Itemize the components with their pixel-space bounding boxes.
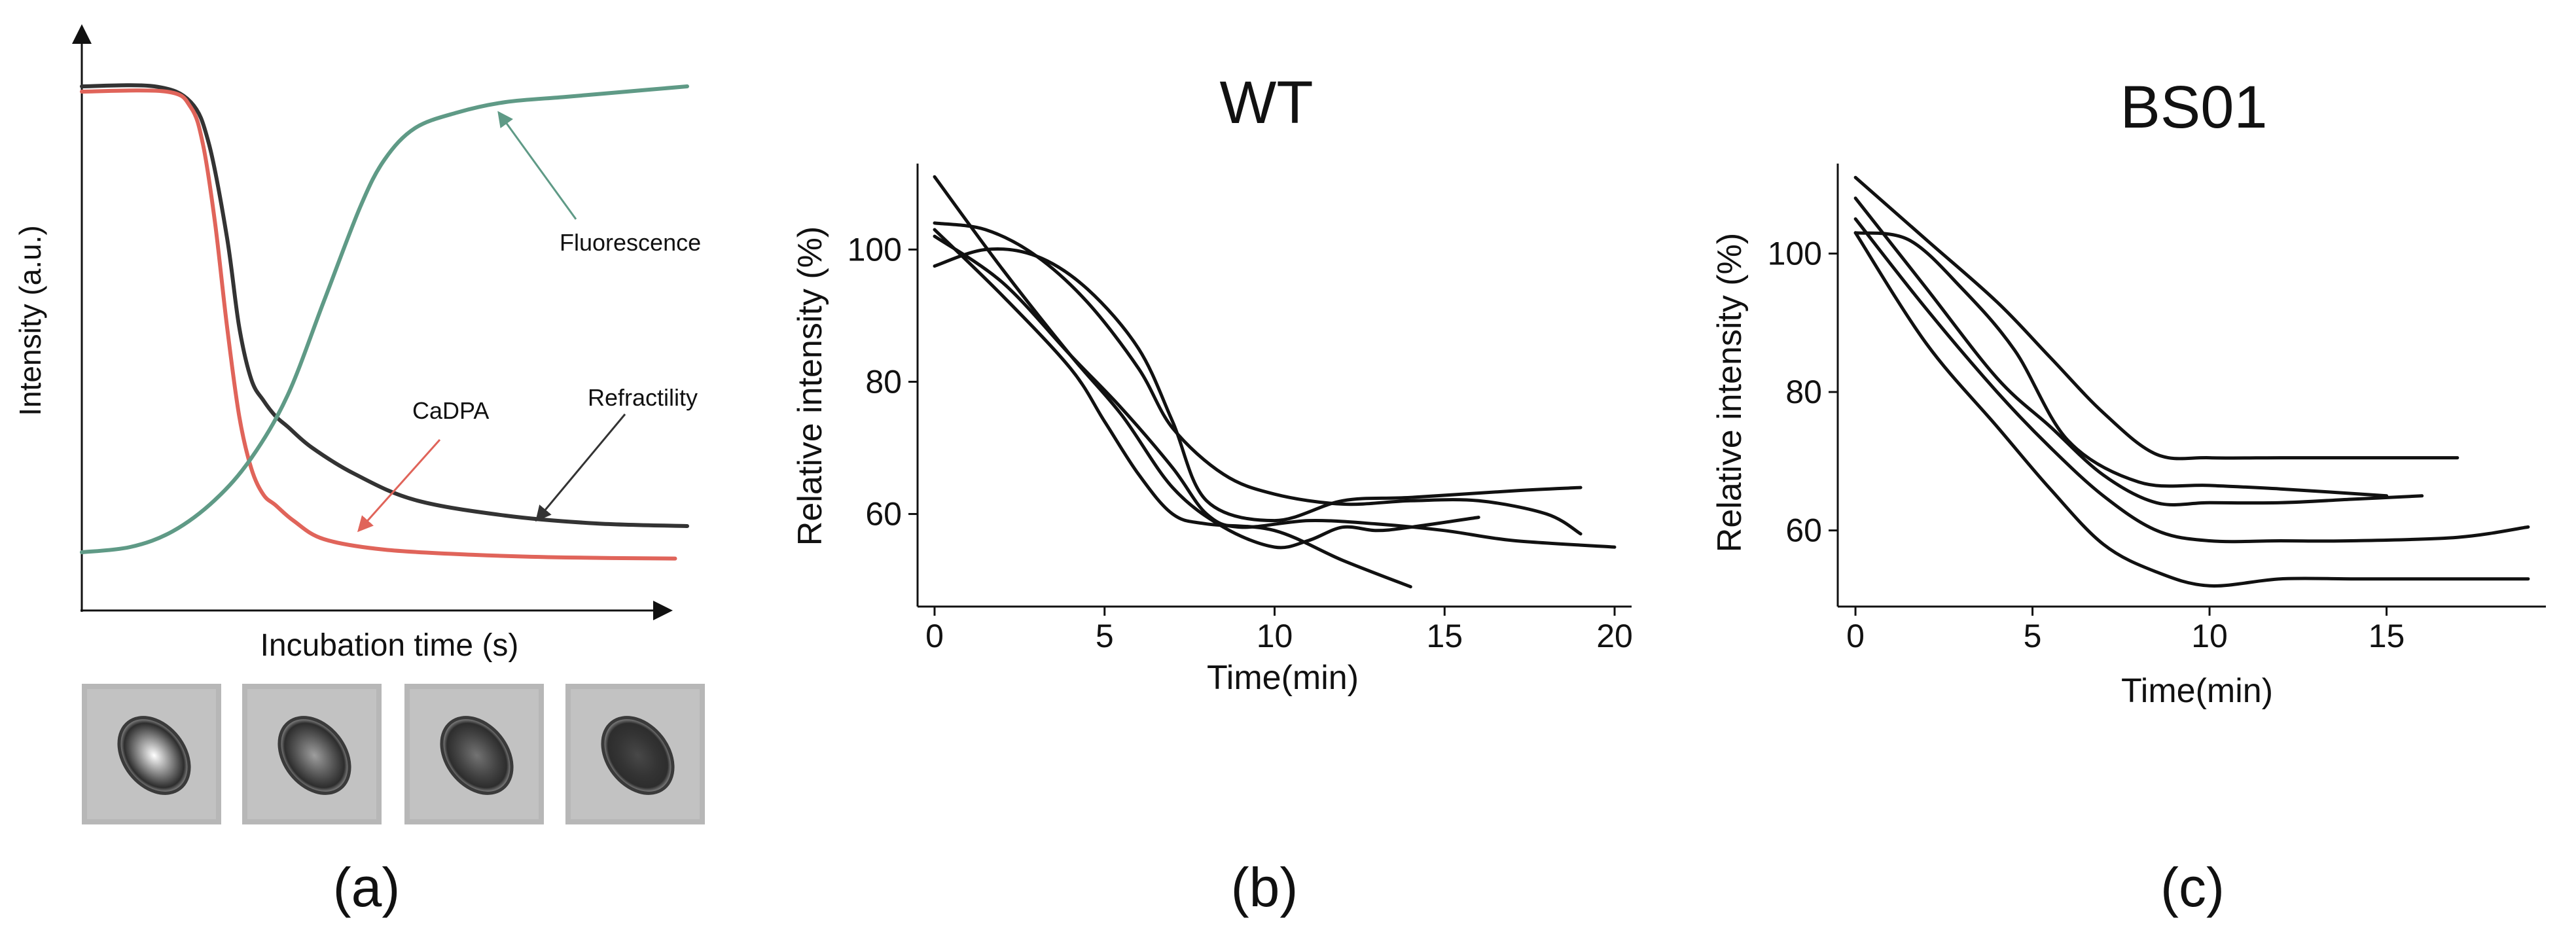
panel-c-ytick-label: 60 bbox=[1785, 512, 1822, 549]
spore-micrograph-3 bbox=[404, 684, 544, 824]
panel-c-series-bs01-5 bbox=[1853, 231, 2530, 588]
spore-micrograph-2 bbox=[242, 684, 382, 824]
spore-micrographs bbox=[82, 684, 705, 824]
fluorescence-annotation: Fluorescence bbox=[560, 229, 701, 256]
panel-b-ytick-label: 60 bbox=[865, 496, 902, 533]
panel-c-ytick-label: 100 bbox=[1768, 236, 1822, 272]
panel-a-series-cadpa bbox=[80, 88, 677, 561]
panel-c-ytick-label: 80 bbox=[1785, 374, 1822, 410]
panel-b-series-wt-1 bbox=[933, 175, 1480, 550]
fluorescence-pointer-arrow bbox=[497, 111, 577, 220]
refractility-pointer-arrow bbox=[535, 414, 626, 522]
panel-b-ytick-label: 100 bbox=[848, 231, 902, 268]
panel-b-chart: WT 0 5 10 15 20 60 80 100 Time(min) Relative in… bbox=[791, 69, 1633, 918]
panel-b-label: (b) bbox=[1231, 857, 1298, 918]
refractility-annotation: Refractility bbox=[588, 384, 698, 411]
panel-c-xtick-label: 15 bbox=[2369, 618, 2405, 654]
panel-c-chart: BS01 0 5 10 15 60 80 100 Time(min) Relative in… bbox=[1711, 74, 2546, 918]
panel-b-ylabel: Relative intensity (%) bbox=[791, 226, 829, 546]
panel-b-ytick-label: 80 bbox=[865, 363, 902, 400]
panel-b-xtick-label: 5 bbox=[1096, 618, 1114, 654]
panel-b-xtick-label: 20 bbox=[1596, 618, 1633, 654]
cadpa-annotation: CaDPA bbox=[412, 397, 489, 424]
panel-c-ylabel: Relative intensity (%) bbox=[1711, 233, 1749, 552]
panel-b-series-wt-2 bbox=[933, 221, 1583, 536]
panel-c-series-bs01-4 bbox=[1853, 217, 2530, 544]
panel-b-series-wt-3 bbox=[933, 247, 1583, 523]
panel-c-xtick-label: 10 bbox=[2191, 618, 2228, 654]
panel-b-xlabel: Time(min) bbox=[1207, 659, 1359, 697]
panel-b-xtick-label: 0 bbox=[925, 618, 944, 654]
panel-c-xlabel: Time(min) bbox=[2121, 672, 2273, 710]
panel-c-series-bs01-1 bbox=[1853, 175, 2460, 461]
panel-a-chart: Fluorescence Refractility CaDPA Intensit… bbox=[13, 24, 705, 918]
panel-a-ylabel: Intensity (a.u.) bbox=[13, 225, 47, 415]
panel-c-series-bs01-3 bbox=[1853, 196, 2424, 506]
panel-b-xtick-label: 10 bbox=[1257, 618, 1293, 654]
cadpa-pointer-arrow bbox=[357, 439, 441, 533]
panel-c-title: BS01 bbox=[2120, 74, 2267, 141]
spore-micrograph-4 bbox=[565, 684, 705, 824]
spore-micrograph-1 bbox=[82, 684, 221, 824]
panel-c-xtick-label: 5 bbox=[2024, 618, 2042, 654]
panel-a-series-fluorescence bbox=[80, 84, 689, 554]
panel-c-series-bs01-2 bbox=[1853, 231, 2389, 498]
panel-a-label: (a) bbox=[333, 857, 401, 918]
panel-a-xlabel: Incubation time (s) bbox=[260, 628, 519, 663]
panel-b-xtick-label: 15 bbox=[1426, 618, 1463, 654]
panel-b-title: WT bbox=[1219, 69, 1313, 136]
panel-a-series-refractility bbox=[80, 83, 689, 528]
panel-b-series-wt-5 bbox=[933, 228, 1412, 589]
panel-c-label: (c) bbox=[2160, 857, 2225, 918]
panel-b-series-wt-4 bbox=[933, 234, 1617, 549]
panel-c-xtick-label: 0 bbox=[1846, 618, 1865, 654]
